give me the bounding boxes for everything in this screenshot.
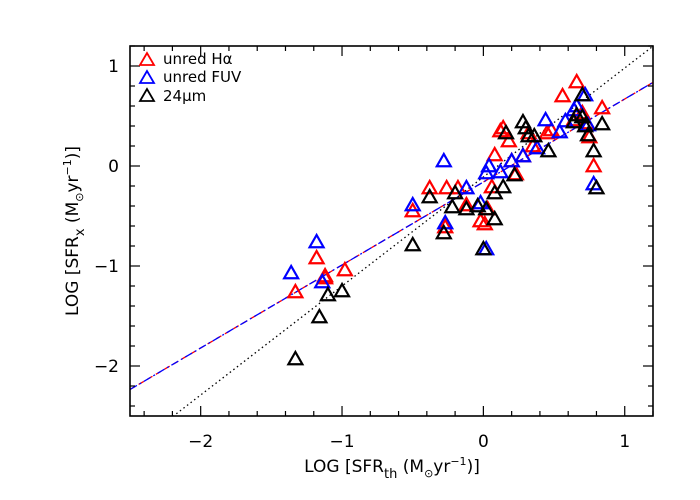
y-tick-label: 0 xyxy=(108,157,119,177)
fit-line-2 xyxy=(172,46,653,416)
fit-line-1 xyxy=(130,81,653,391)
data-point xyxy=(542,120,561,137)
legend-marker-halpha xyxy=(138,51,156,66)
data-point xyxy=(310,307,329,324)
data-point xyxy=(587,178,606,195)
data-point xyxy=(286,282,305,299)
x-tick-label: 0 xyxy=(478,432,489,452)
data-point xyxy=(525,126,544,143)
data-point xyxy=(539,141,558,158)
data-point xyxy=(584,141,603,158)
data-point xyxy=(567,96,586,113)
tick-labels: −2 −1 0 1 −2 −1 0 1 xyxy=(94,57,630,452)
data-point xyxy=(457,195,476,212)
data-point xyxy=(536,110,555,127)
data-point xyxy=(474,239,493,256)
data-point xyxy=(593,98,612,115)
data-point xyxy=(420,178,439,195)
legend-marker-24um xyxy=(138,87,156,102)
data-point xyxy=(403,195,422,212)
legend-label-fuv: unred FUV xyxy=(163,68,242,86)
data-point xyxy=(443,197,462,214)
data-point xyxy=(335,260,354,277)
data-point xyxy=(584,156,603,173)
data-point xyxy=(502,151,521,168)
data-point xyxy=(497,123,515,140)
data-point xyxy=(494,177,513,194)
series-0 xyxy=(286,72,612,299)
data-point xyxy=(505,165,524,182)
data-point xyxy=(573,85,592,102)
data-point xyxy=(480,156,498,173)
data-point xyxy=(491,162,510,179)
legend-label-halpha: unred Hα xyxy=(163,50,233,68)
data-point xyxy=(457,178,476,195)
data-point xyxy=(403,235,422,252)
x-tick-label: 1 xyxy=(619,432,630,452)
data-point xyxy=(446,183,465,200)
data-point xyxy=(499,131,518,148)
data-point xyxy=(437,178,456,195)
y-tick-label: −1 xyxy=(94,257,119,277)
data-point xyxy=(333,281,351,298)
series-2 xyxy=(286,85,612,366)
legend-marker-fuv xyxy=(138,69,156,84)
data-point xyxy=(477,199,496,216)
x-tick-label: −1 xyxy=(329,432,354,452)
legend-item-fuv: unred FUV xyxy=(138,68,242,86)
data-point xyxy=(282,263,301,280)
fit-lines xyxy=(130,46,653,416)
data-point xyxy=(286,349,305,366)
data-point xyxy=(485,145,504,162)
x-tick-label: −2 xyxy=(188,432,213,452)
data-point xyxy=(538,123,556,140)
data-point xyxy=(514,146,532,163)
axis-ticks xyxy=(130,45,654,416)
data-point xyxy=(434,223,453,240)
legend: unred Hα unred FUV 24μm xyxy=(138,50,242,105)
plot-frame xyxy=(129,45,654,417)
data-point xyxy=(485,209,504,226)
y-axis-label: LOG [SFRx (M⊙yr−1)] xyxy=(61,146,88,316)
data-point xyxy=(528,138,546,155)
legend-label-24um: 24μm xyxy=(163,87,206,105)
data-point xyxy=(523,136,542,153)
data-point xyxy=(567,72,586,89)
data-point xyxy=(436,217,455,234)
data-point xyxy=(593,114,612,131)
data-point xyxy=(579,125,597,142)
x-axis-label: LOG [SFRth (M⊙yr−1)] xyxy=(304,455,480,482)
data-point xyxy=(313,272,332,289)
y-tick-label: 1 xyxy=(108,57,119,77)
y-tick-label: −2 xyxy=(94,357,119,377)
data-point xyxy=(457,199,476,216)
data-point xyxy=(553,86,572,103)
data-point xyxy=(550,122,569,139)
data-point xyxy=(434,151,453,168)
data-point xyxy=(420,187,439,204)
data-point xyxy=(468,196,487,213)
data-points xyxy=(282,72,612,366)
data-point xyxy=(307,248,326,265)
legend-item-24um: 24μm xyxy=(138,87,206,105)
data-point xyxy=(318,285,337,302)
data-point xyxy=(307,232,326,249)
legend-item-halpha: unred Hα xyxy=(138,50,233,68)
